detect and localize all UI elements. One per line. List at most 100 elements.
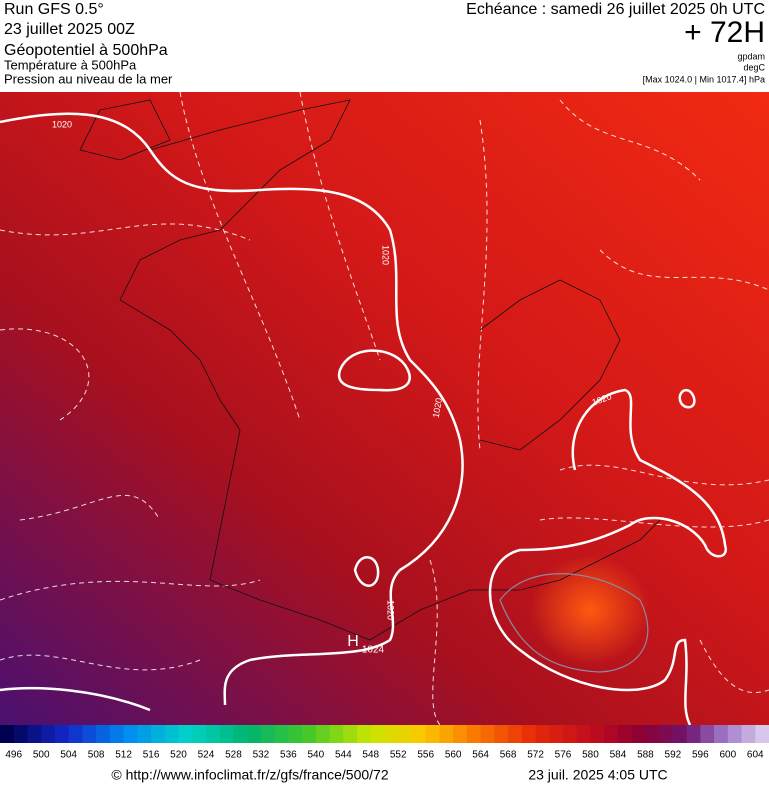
colorbar-cell [178,725,193,743]
map: 1020 1020 1020 1020 1020 H 1024 [0,91,769,726]
field: Température à 500hPa [4,57,137,72]
colorbar-label: 568 [500,750,517,761]
isobar-label: 1020 [52,119,72,129]
unit: gpdam [737,51,765,61]
colorbar-cell [755,725,769,743]
colorbar-cell [604,725,619,743]
colorbar-label: 576 [555,750,572,761]
timestamp: 23 juil. 2025 4:05 UTC [528,767,667,783]
colorbar-cell [563,725,578,743]
colorbar-cell [700,725,715,743]
colorbar-cell [260,725,276,743]
colorbar-label: 564 [472,750,489,761]
lead-time: + 72H [684,16,765,49]
colorbar-label: 548 [362,750,379,761]
colorbar-label: 532 [253,750,270,761]
source: © http://www.infoclimat.fr/z/gfs/france/… [111,767,388,783]
isobar-label: 1020 [431,397,444,418]
colorbar-label: 504 [60,750,77,761]
colorbar-cell [233,725,248,743]
colorbar-label: 592 [665,750,682,761]
colorbar-cell [274,725,289,743]
colorbar-cell [315,725,331,743]
colorbar-cell [219,725,234,743]
colorbar-cell [109,725,125,743]
colorbar-label: 596 [692,750,709,761]
colorbar-label: 580 [582,750,599,761]
colorbar-label: 544 [335,750,352,761]
colorbar-label: 584 [610,750,627,761]
colorbar-cell [123,725,138,743]
colorbar-cell [54,725,70,743]
unit: degC [743,62,765,72]
colorbar-cell [521,725,537,743]
colorbar-cell [151,725,166,743]
colorbar-cell [453,725,468,743]
colorbar-label: 524 [198,750,215,761]
colorbar-cell [343,725,358,743]
colorbar-label: 552 [390,750,407,761]
colorbar-label: 496 [5,750,22,761]
colorbar-cell [727,725,743,743]
colorbar-cell [288,725,303,743]
colorbar-cell [192,725,207,743]
isobar-label: 1020 [381,245,391,265]
colorbar-cell [494,725,509,743]
colorbar-cell [480,725,495,743]
colorbar-label: 600 [719,750,736,761]
colorbar-cell [398,725,413,743]
colorbar-cell [590,725,605,743]
colorbar-cell [137,725,152,743]
colorbar-label: 604 [747,750,764,761]
field: Pression au niveau de la mer [4,71,173,86]
colorbar-cell [508,725,523,743]
colorbar-label: 512 [115,750,132,761]
colorbar-cell [466,725,482,743]
colorbar-cell [329,725,344,743]
colorbar-cell [13,725,28,743]
colorbar-cell [439,725,454,743]
colorbar-cell [370,725,385,743]
colorbar-cell [27,725,42,743]
run-date: 23 juillet 2025 00Z [4,21,135,38]
colorbar-cell [302,725,317,743]
colorbar-label: 540 [307,750,324,761]
colorbar-label: 536 [280,750,297,761]
colorbar-cell [631,725,646,743]
colorbar-cell [686,725,701,743]
colorbar-cell [96,725,111,743]
colorbar-cell [645,725,660,743]
colorbar-cell [411,725,427,743]
colorbar-cell [205,725,221,743]
valid-time: Echéance : samedi 26 juillet 2025 0h UTC [466,1,765,18]
high-value: 1024 [362,645,385,656]
colorbar-cell [672,725,688,743]
field: Géopotentiel à 500hPa [4,42,168,59]
colorbar-label: 556 [417,750,434,761]
colorbar-label: 588 [637,750,654,761]
colorbar-label: 508 [88,750,105,761]
colorbar-cell [41,725,56,743]
colorbar-cell [549,725,564,743]
colorbar-cell [617,725,633,743]
colorbar-cell [576,725,591,743]
colorbar-cell [247,725,262,743]
colorbar-label: 528 [225,750,242,761]
run: Run GFS 0.5° [4,1,104,18]
colorbar-label: 572 [527,750,544,761]
colorbar-cell [384,725,399,743]
colorbar-cell [82,725,97,743]
range: [Max 1024.0 | Min 1017.4] hPa [643,74,765,84]
colorbar: 496 500 504 508 512 516 520 524 528 532 536 540 544 5… [0,725,769,761]
colorbar-cell [714,725,729,743]
colorbar-cell [425,725,440,743]
colorbar-label: 520 [170,750,187,761]
colorbar-cell [164,725,180,743]
isobar-label: 1020 [386,600,396,620]
colorbar-cell [659,725,674,743]
colorbar-cell [535,725,550,743]
colorbar-label: 500 [33,750,50,761]
colorbar-cell [357,725,372,743]
colorbar-label: 516 [143,750,160,761]
